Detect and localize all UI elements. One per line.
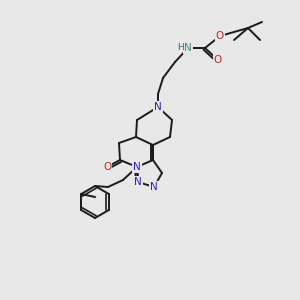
Text: N: N <box>134 177 142 187</box>
Text: N: N <box>184 43 192 53</box>
Text: H: H <box>177 43 183 52</box>
Text: O: O <box>216 31 224 41</box>
Text: N: N <box>184 43 192 53</box>
Text: N: N <box>154 102 162 112</box>
Text: O: O <box>214 55 222 65</box>
Text: N: N <box>154 102 162 112</box>
Text: O: O <box>216 31 224 41</box>
Text: H: H <box>177 43 183 52</box>
Text: O: O <box>214 55 222 65</box>
Text: N: N <box>133 162 141 172</box>
Text: N: N <box>133 162 141 172</box>
Text: N: N <box>150 182 158 192</box>
Text: N: N <box>150 182 158 192</box>
Text: O: O <box>103 162 111 172</box>
Text: N: N <box>134 177 142 187</box>
Text: O: O <box>103 162 111 172</box>
